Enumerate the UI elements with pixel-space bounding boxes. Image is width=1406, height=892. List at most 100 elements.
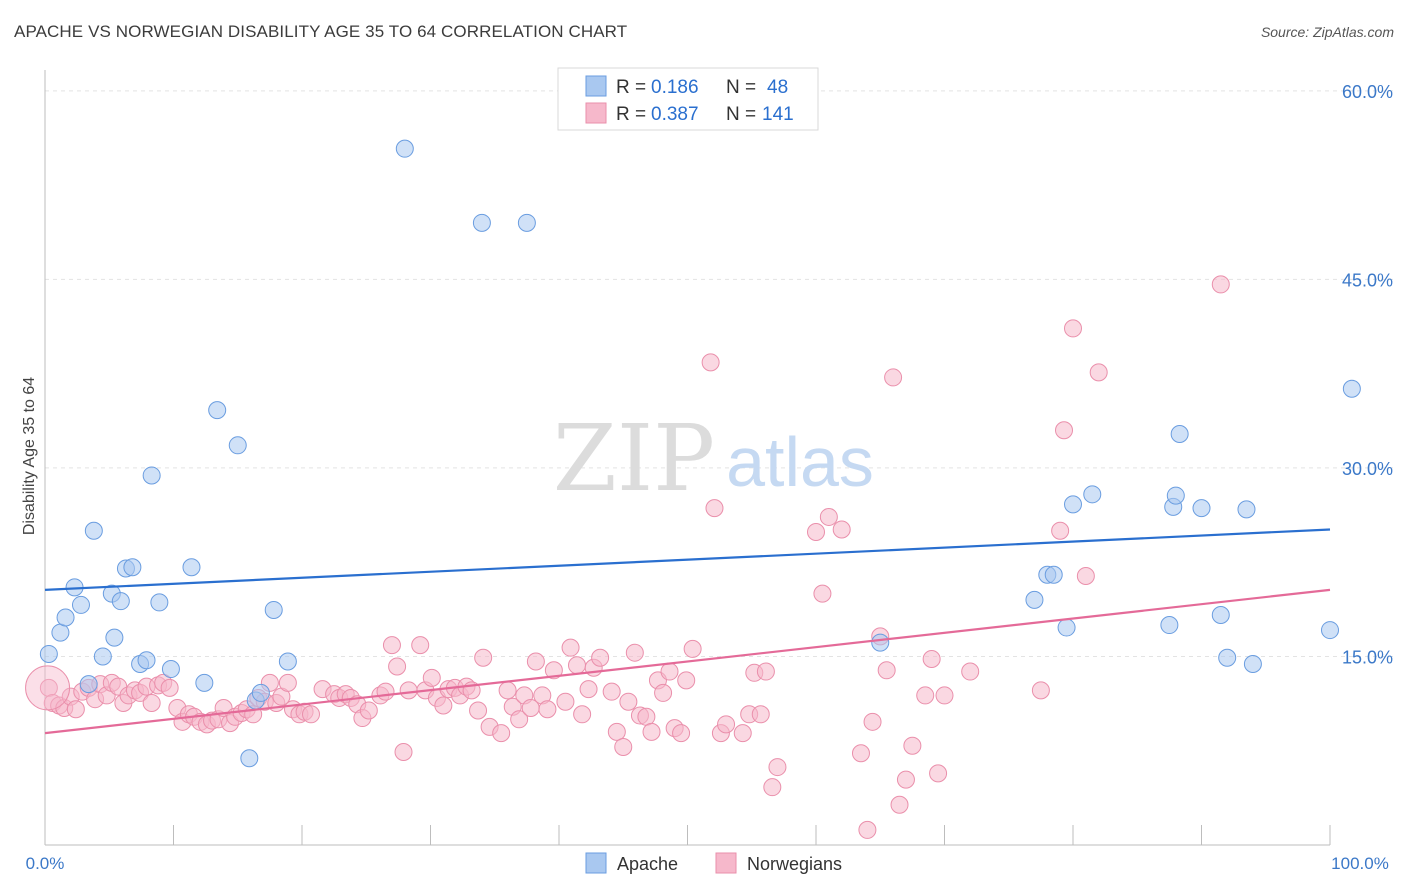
norwegians-point	[660, 662, 679, 681]
apache-point	[1166, 486, 1185, 505]
apache-point	[79, 675, 98, 694]
apache-point	[472, 213, 491, 232]
apache-point	[1160, 616, 1179, 635]
apache-point	[1218, 648, 1237, 667]
apache-point	[105, 628, 124, 647]
norwegians-point	[903, 736, 922, 755]
x-tick-label-max: 100.0%	[1331, 854, 1389, 873]
apache-point	[517, 213, 536, 232]
apache-point	[93, 647, 112, 666]
norwegians-point	[66, 700, 85, 719]
norwegians-point	[399, 681, 418, 700]
y-axis-tick-labels: 15.0% 30.0% 45.0% 60.0%	[1342, 82, 1393, 668]
y-tick-label: 60.0%	[1342, 82, 1393, 102]
norwegians-point	[422, 668, 441, 687]
norwegians-trend-line	[44, 588, 1331, 735]
legend-r-value: 0.387	[651, 104, 699, 125]
norwegians-point	[492, 724, 511, 743]
norwegians-point	[591, 648, 610, 667]
norwegians-point	[1051, 521, 1070, 540]
norwegians-point	[359, 701, 378, 720]
grid-lines	[45, 90, 1395, 657]
norwegians-point	[567, 656, 586, 675]
norwegians-point	[851, 744, 870, 763]
norwegians-point	[683, 639, 702, 658]
apache-point	[123, 558, 142, 577]
norwegians-point	[858, 820, 877, 839]
apache-point	[1243, 655, 1262, 674]
legend-bottom: Apache Norwegians	[585, 852, 842, 874]
apache-point	[264, 600, 283, 619]
apache-point	[1342, 379, 1361, 398]
norwegians-point	[768, 758, 787, 777]
legend-swatch-apache	[585, 75, 607, 97]
y-axis-label: Disability Age 35 to 64	[21, 376, 38, 536]
apache-trend-line	[44, 528, 1331, 591]
norwegians-point	[602, 682, 621, 701]
norwegians-cluster-point	[25, 665, 71, 711]
norwegians-point	[832, 520, 851, 539]
norwegians-point	[890, 795, 909, 814]
norwegians-point	[526, 652, 545, 671]
norwegians-point	[637, 707, 656, 726]
norwegians-point	[807, 523, 825, 542]
trend-lines	[44, 528, 1331, 735]
legend-swatch-norwegians	[715, 852, 737, 874]
apache-point	[71, 595, 90, 614]
norwegians-point	[1076, 567, 1095, 586]
apache-point	[395, 139, 414, 158]
legend-r-label: R =	[616, 77, 646, 98]
apache-point	[137, 651, 156, 670]
watermark: ZIP atlas	[553, 405, 874, 512]
watermark-zip: ZIP	[553, 405, 715, 512]
norwegians-point	[733, 724, 752, 743]
norwegians-point	[672, 724, 691, 743]
norwegians-point	[677, 671, 696, 690]
norwegians-point	[1031, 681, 1050, 700]
apache-point	[1057, 618, 1076, 637]
apache-point	[251, 683, 270, 702]
norwegians-point	[1089, 363, 1108, 382]
norwegians-point	[751, 705, 770, 724]
legend-label-apache: Apache	[617, 854, 678, 874]
apache-point	[182, 558, 201, 577]
apache-point	[1237, 500, 1256, 519]
norwegians-point	[498, 681, 517, 700]
apache-point	[161, 660, 180, 679]
norwegians-point	[376, 682, 395, 701]
norwegians-point	[579, 680, 598, 699]
apache-point	[150, 593, 169, 612]
norwegians-point	[813, 584, 832, 603]
norwegians-point	[142, 693, 161, 712]
norwegians-point	[935, 686, 954, 705]
legend-n-value: 141	[762, 104, 794, 125]
norwegians-point	[474, 648, 493, 667]
norwegians-point	[763, 778, 782, 797]
norwegians-point	[469, 701, 488, 720]
legend-swatch-norwegians	[585, 102, 607, 124]
legend-label-norwegians: Norwegians	[747, 854, 842, 874]
norwegians-point	[614, 737, 633, 756]
apache-point	[84, 521, 103, 540]
apache-point	[1321, 621, 1339, 640]
apache-point	[51, 623, 70, 642]
apache-point	[1064, 495, 1082, 514]
norwegians-point	[619, 692, 638, 711]
norwegians-point	[625, 643, 644, 662]
y-tick-label: 15.0%	[1342, 647, 1393, 667]
norwegians-point	[434, 696, 453, 715]
apache-point	[39, 644, 58, 663]
apache-point	[1192, 499, 1211, 518]
norwegians-point	[654, 683, 673, 702]
norwegians-point	[701, 353, 720, 372]
apache-point	[1170, 424, 1189, 443]
y-tick-label: 45.0%	[1342, 270, 1393, 290]
apache-point	[195, 673, 214, 692]
norwegians-point	[929, 764, 948, 783]
norwegians-point	[884, 368, 903, 387]
norwegians-point	[1055, 421, 1074, 440]
norwegians-point	[510, 710, 529, 729]
norwegians-point	[301, 705, 320, 724]
source-label: Source: ZipAtlas.com	[1260, 24, 1394, 40]
